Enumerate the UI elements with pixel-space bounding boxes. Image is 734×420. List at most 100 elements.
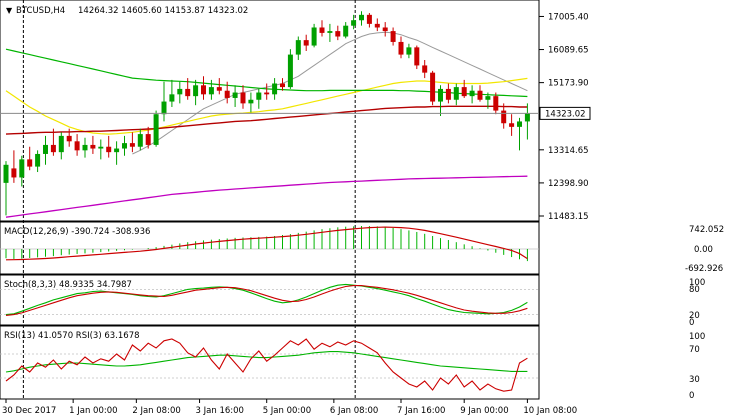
price-axis: 17005.40 16089.65 15173.90 13314.65 12398.90… (539, 12, 589, 222)
ma-gray-line (132, 31, 528, 155)
candle-bull (295, 40, 301, 55)
candle-bear (501, 110, 507, 124)
candle-bear (319, 27, 325, 33)
time-tick-label: 7 Jan 16:00 (397, 406, 445, 416)
price-tick-label: 13314.65 (548, 146, 589, 156)
chart-header: ▼ BTCUSD,H4 14264.32 14605.60 14153.87 1… (6, 6, 248, 16)
candle-bull (58, 135, 64, 153)
price-tick-label: 11483.15 (548, 212, 589, 222)
candle-bull (122, 143, 127, 149)
candle-bear (445, 88, 451, 100)
main-panel (0, 0, 540, 222)
ma-yellow-line (5, 77, 528, 135)
candle-bear (129, 143, 135, 147)
candles (3, 11, 530, 216)
time-tick-label: 2 Jan 08:00 (132, 406, 180, 416)
candle-bull (351, 20, 357, 26)
macd-tick-min: -692.926 (685, 264, 723, 274)
candle-bull (169, 94, 175, 102)
current-price-label: 14323.02 (545, 109, 586, 119)
stoch-tick-80: 80 (689, 285, 700, 295)
candle-bull (248, 99, 254, 104)
stoch-panel-frame (0, 274, 540, 326)
price-tick-label: 17005.40 (548, 12, 589, 22)
stoch-main-line (5, 283, 528, 316)
current-price-box (539, 106, 591, 120)
candle-bear (145, 134, 151, 145)
candle-bull (406, 47, 412, 55)
candle-bull (469, 90, 475, 97)
candle-bull (43, 144, 48, 154)
candle-bull (82, 144, 88, 151)
candle-bear (280, 83, 285, 88)
time-tick-label: 9 Jan 00:00 (460, 406, 508, 416)
rsi13-line (5, 351, 528, 373)
candle-bull (359, 14, 364, 21)
macd-tick-max: 742.052 (689, 225, 724, 235)
candle-bull (177, 88, 183, 95)
macd-tick-zero: 0.00 (694, 245, 713, 255)
candle-bull (19, 159, 25, 178)
time-axis: 30 Dec 2017 1 Jan 00:00 2 Jan 08:00 3 Jan 1… (2, 399, 577, 416)
candle-bear (74, 141, 80, 151)
candle-bull (287, 54, 293, 88)
stoch-tick-100: 100 (689, 278, 705, 288)
candle-bull (343, 25, 349, 37)
macd-signal-line (5, 226, 528, 261)
time-tick-label: 10 Jan 08:00 (523, 406, 577, 416)
candle-bear (264, 92, 270, 95)
candle-bear (27, 159, 33, 167)
rsi-panel-frame (0, 325, 540, 400)
candle-bear (493, 96, 499, 111)
candle-bull (98, 146, 104, 149)
rsi-tick-30: 30 (689, 375, 700, 385)
rsi-label: RSI(13) 41.0570 RSI(3) 63.1678 (4, 331, 140, 341)
time-tick-label: 30 Dec 2017 (2, 406, 56, 416)
candle-bear (106, 146, 112, 153)
current-price-line: 14323.02 (0, 106, 591, 120)
rsi-tick-100: 100 (689, 332, 705, 342)
rsi-tick-0: 0 (689, 391, 694, 401)
candle-bull (517, 121, 522, 127)
candle-bull (193, 85, 199, 97)
ohlc-values: 14264.32 14605.60 14153.87 14323.02 (78, 6, 248, 16)
candle-bull (137, 134, 143, 147)
candle-bear (303, 40, 309, 46)
macd-series (0, 226, 539, 262)
candle-bear (366, 14, 372, 24)
rsi3-line (5, 338, 528, 392)
candle-bear (201, 85, 206, 95)
price-tick-label: 12398.90 (548, 179, 589, 189)
candle-bear (461, 87, 467, 97)
macd-label: MACD(12,26,9) -390.724 -308.936 (4, 227, 150, 237)
candle-bull (153, 114, 159, 145)
stoch-label: Stoch(8,3,3) 48.9335 34.7987 (4, 280, 132, 290)
stoch-series (0, 283, 539, 316)
candle-bull (311, 27, 317, 46)
stoch-panel (0, 274, 540, 326)
candle-bear (335, 31, 341, 37)
candle-bear (374, 23, 380, 28)
candle-bull (256, 92, 262, 100)
candle-bull (438, 88, 443, 102)
candle-bear (509, 123, 515, 127)
ma-magenta-line (5, 175, 528, 218)
candle-bull (485, 96, 491, 100)
candle-bear (50, 144, 56, 153)
rsi-panel (0, 325, 540, 400)
candle-bear (240, 92, 246, 104)
stoch-tick-20: 20 (689, 311, 700, 321)
candle-bear (390, 31, 396, 42)
candle-bear (185, 88, 191, 97)
candle-bull (114, 148, 120, 153)
time-tick-label: 5 Jan 00:00 (263, 406, 311, 416)
candle-bull (453, 87, 459, 100)
candle-bear (430, 72, 436, 102)
candle-bull (161, 101, 167, 115)
candle-bear (216, 87, 222, 91)
candle-bull (35, 153, 41, 167)
time-tick-label: 6 Jan 08:00 (330, 406, 378, 416)
candle-bear (382, 27, 388, 32)
time-tick-label: 3 Jan 16:00 (196, 406, 244, 416)
